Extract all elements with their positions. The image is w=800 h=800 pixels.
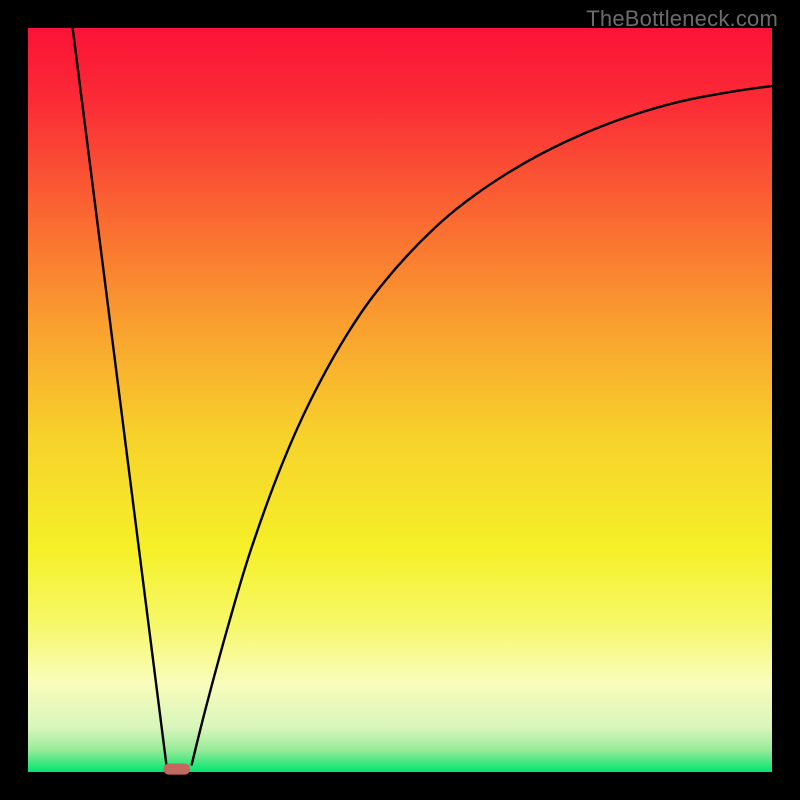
chart-marker-group (163, 763, 190, 774)
chart-background (28, 28, 772, 772)
chart-container: TheBottleneck.com (0, 0, 800, 800)
bottleneck-marker (163, 763, 190, 774)
watermark-text: TheBottleneck.com (586, 6, 778, 32)
bottleneck-chart (0, 0, 800, 800)
